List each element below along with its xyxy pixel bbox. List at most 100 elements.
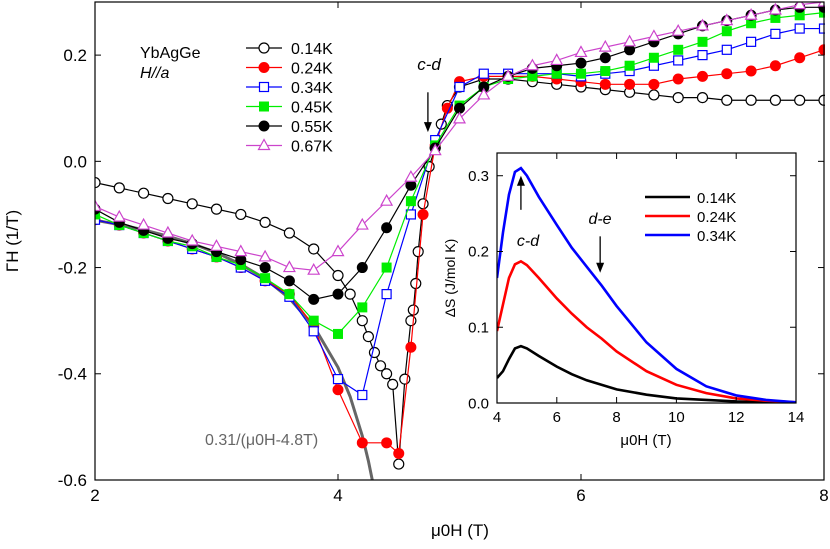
data-point-0-14k (95, 176, 101, 189)
data-point-0-34k (697, 50, 708, 61)
main-x-axis-label: μ0H (T) (431, 521, 489, 540)
main-y-tick-label-1: -0.4 (58, 365, 87, 384)
data-point-0-67k (647, 29, 661, 42)
data-point-0-14k (648, 89, 660, 101)
data-point-0-14k (769, 94, 782, 106)
data-point-0-14k (381, 368, 393, 380)
data-point-0-55k (599, 52, 611, 64)
data-point-0-67k (185, 233, 199, 246)
inset-annotation-d-e: d-e (588, 211, 611, 228)
data-point-0-67k (525, 58, 539, 71)
inset-arrows (516, 175, 605, 273)
data-point-0-67k (768, 2, 782, 15)
data-point-0-67k (282, 260, 296, 273)
data-point-0-14k (235, 208, 247, 221)
data-point-0-34k (770, 28, 781, 39)
legend-label-0-14k: 0.14K (291, 41, 333, 58)
data-point-0-24k (599, 78, 611, 90)
data-point-0-14k (374, 360, 387, 372)
sample-label: YbAgGe (140, 45, 201, 62)
inset-plot-frame (496, 152, 797, 404)
inset-x-tick-label-5: 14 (788, 409, 805, 426)
data-point-0-55k (308, 293, 320, 305)
data-point-0-45k (95, 209, 100, 220)
annotation-arrow-head-0 (423, 122, 432, 133)
data-point-0-24k (745, 65, 757, 77)
inset-annotation-arrow-head-1 (596, 262, 605, 273)
data-point-0-67k (95, 199, 102, 212)
legend-marker-0-45k (259, 101, 269, 112)
data-point-0-14k (696, 91, 709, 104)
data-point-0-24k (417, 208, 429, 220)
inset-background (497, 153, 796, 403)
data-point-0-24k (648, 78, 660, 90)
legend-label-0-67k: 0.67K (291, 139, 333, 156)
main-y-tick-label-4: 0.2 (63, 46, 87, 65)
data-point-0-67k (695, 18, 710, 31)
data-point-0-45k (405, 196, 416, 207)
data-point-0-14k (283, 227, 295, 239)
data-point-0-14k (162, 192, 174, 205)
data-point-0-14k (387, 378, 399, 390)
data-point-0-45k (624, 60, 635, 71)
field-label: H//a (140, 65, 169, 82)
data-point-0-55k (356, 262, 368, 274)
inset-y-tick-label-2: 0.2 (468, 244, 489, 261)
data-point-0-14k (362, 331, 374, 343)
main-x-tick-label-2: 6 (576, 486, 585, 505)
data-point-0-45k (648, 52, 659, 63)
data-point-0-14k (794, 94, 806, 106)
data-point-0-67k (161, 225, 175, 238)
data-point-0-67k (574, 45, 588, 58)
data-point-0-67k (793, 2, 807, 10)
main-legend: 0.14K 0.24K 0.34K 0.45K 0.55K 0.67K (246, 41, 333, 156)
data-point-0-14k (745, 94, 757, 106)
data-point-0-67k (671, 23, 685, 36)
inset-y-axis-label: ΔS (J/mol K) (442, 239, 458, 318)
data-point-0-14k (113, 182, 125, 194)
data-point-0-45k (600, 66, 611, 77)
main-x-tick-label-3: 8 (819, 486, 828, 505)
inset-legend-label-0-14k: 0.14K (697, 190, 736, 207)
inset-plot: 4 6 8 10 12 14 0.0 0.1 0.2 0.3 μ0H (T) ΔS (J/mol … (442, 152, 805, 449)
main-annotation-c-d: c-d (417, 55, 441, 74)
data-point-0-14k (186, 198, 198, 210)
data-point-0-45k (381, 262, 392, 273)
main-plot: 2 4 6 8-0.6-0.4-0.20.00.2 μ0H (T) ΓH (1/T) … (3, 1, 829, 540)
data-point-0-34k (454, 81, 465, 93)
data-point-0-14k (210, 203, 223, 215)
legend-label-0-55k: 0.55K (291, 119, 333, 136)
data-point-0-55k (381, 222, 393, 234)
inset-legend-label-0-34k: 0.34K (697, 228, 736, 245)
data-point-0-14k (399, 373, 411, 385)
legend-marker-0-67k (257, 138, 271, 151)
data-point-0-14k (410, 277, 422, 290)
data-point-0-14k (259, 216, 271, 229)
data-point-0-14k (393, 458, 405, 470)
data-point-0-34k (745, 36, 757, 47)
data-point-0-14k (405, 315, 417, 327)
data-point-0-14k (417, 198, 429, 210)
data-point-0-45k (697, 36, 708, 47)
data-point-0-67k (452, 111, 467, 124)
data-point-0-14k (344, 288, 356, 300)
data-point-0-45k (357, 302, 368, 313)
inset-annotation-c-d: c-d (517, 233, 540, 250)
legend-marker-0-14k (258, 42, 270, 54)
inset-y-tick-label-0: 0.0 (468, 395, 489, 412)
data-point-0-67k (477, 87, 491, 100)
data-point-0-14k (138, 187, 150, 199)
inset-x-tick-label-3: 10 (668, 409, 685, 426)
data-point-0-14k (721, 94, 733, 106)
main-y-tick-label-0: -0.6 (58, 471, 87, 490)
data-point-0-24k (624, 78, 636, 90)
legend-label-0-34k: 0.34K (291, 80, 333, 97)
inset-series-line-0-34k (497, 166, 796, 403)
data-point-0-67k (501, 69, 515, 81)
data-point-0-34k (308, 326, 319, 337)
data-point-0-45k (576, 68, 586, 79)
main-plot-frame (94, 1, 825, 481)
legend-marker-0-55k (258, 120, 270, 132)
inset-series-layer (497, 166, 796, 403)
